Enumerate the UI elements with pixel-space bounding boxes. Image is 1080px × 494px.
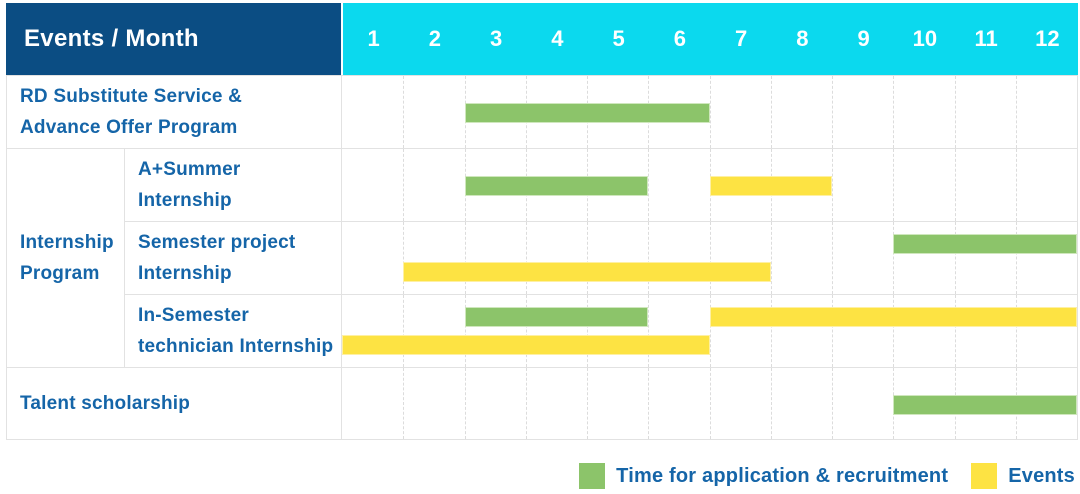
- month-gridline: [1015, 76, 1017, 148]
- label-line: A+Summer: [138, 159, 241, 180]
- row-label-0: RD Substitute Service & Advance Offer Pro…: [6, 75, 341, 148]
- month-gridline: [832, 76, 833, 148]
- month-grid-row-1: [341, 148, 1078, 221]
- label-line: Internship: [138, 190, 232, 211]
- month-gridline: [770, 368, 772, 439]
- label-line: In-Semester: [138, 305, 249, 326]
- month-header-5: 5: [612, 26, 625, 51]
- label-line: RD Substitute Service &: [20, 86, 243, 107]
- month-header-7: 7: [735, 26, 748, 51]
- yellow-bar-months-2-7: [403, 262, 771, 282]
- month-gridline: [403, 76, 405, 148]
- month-gridline: [770, 295, 772, 367]
- green-bar-months-3-5: [464, 307, 649, 327]
- month-gridline: [893, 222, 895, 294]
- month-gridline: [648, 149, 650, 221]
- month-gridline: [525, 295, 527, 367]
- month-gridline: [832, 295, 833, 367]
- green-swatch-icon: [579, 463, 606, 489]
- label-line: Semester project: [138, 232, 296, 253]
- legend-label-application-recruitment: Time for application & recruitment: [616, 464, 949, 487]
- label-line: Advance Offer Program: [20, 117, 238, 138]
- month-gridline: [587, 368, 588, 439]
- month-gridline: [954, 295, 956, 367]
- legend: Time for application & recruitment Event…: [579, 461, 1075, 491]
- yellow-bar-months-7-12: [709, 307, 1077, 327]
- month-gridline: [893, 149, 895, 221]
- month-gridline: [648, 295, 650, 367]
- yellow-bar-months-7-8: [709, 176, 832, 196]
- green-bar-months-10-12: [893, 234, 1077, 254]
- month-gridline: [770, 76, 772, 148]
- month-grid-row-4: [341, 367, 1078, 440]
- month-header-2: 2: [428, 26, 441, 51]
- month-gridline: [893, 295, 895, 367]
- label-line: Talent scholarship: [20, 393, 191, 414]
- month-gridline: [709, 222, 711, 294]
- month-header-10: 10: [912, 26, 938, 51]
- month-header-4: 4: [551, 26, 564, 51]
- month-gridline: [587, 222, 588, 294]
- month-gridline: [709, 76, 711, 148]
- month-gridline: [954, 149, 956, 221]
- month-gridline: [954, 222, 956, 294]
- row-label-4: Talent scholarship: [6, 367, 341, 440]
- month-gridline: [954, 76, 956, 148]
- month-grid-row-2: [341, 221, 1078, 294]
- month-header-8: 8: [796, 26, 809, 51]
- green-bar-months-3-5: [464, 176, 649, 196]
- label-line: Internship: [20, 232, 114, 253]
- month-gridline: [525, 222, 527, 294]
- yellow-bar-months-1-6: [342, 335, 710, 355]
- month-header-11: 11: [974, 26, 998, 51]
- month-gridline: [770, 222, 772, 294]
- month-gridline: [648, 222, 650, 294]
- month-grid-row-3: [341, 294, 1078, 367]
- month-grid-row-0: [341, 75, 1078, 148]
- month-gridline: [587, 295, 588, 367]
- month-gridline: [832, 368, 833, 439]
- month-header-12: 12: [1035, 26, 1060, 51]
- month-gridline: [464, 295, 466, 367]
- label-line: technician Internship: [138, 336, 334, 357]
- legend-item-events: Events: [971, 463, 1075, 489]
- label-line: Internship: [138, 263, 232, 284]
- row-label-1: A+Summer Internship: [124, 148, 341, 221]
- gantt-table: Events / Month 1 2 3 4 5 6 7 8 9 10 11 12 RD Substi…: [6, 3, 1078, 440]
- month-header-1: 1: [367, 26, 380, 51]
- month-gridline: [648, 368, 650, 439]
- month-gridline: [403, 295, 405, 367]
- green-bar-months-3-6: [464, 103, 710, 123]
- month-gridline: [1015, 295, 1017, 367]
- month-gridline: [893, 76, 895, 148]
- month-gridline: [464, 368, 466, 439]
- month-header-row: 1 2 3 4 5 6 7 8 9 10 11 12: [341, 3, 1078, 75]
- month-gridline: [709, 368, 711, 439]
- events-month-header-label: Events / Month: [24, 25, 199, 52]
- month-gridline: [1015, 222, 1017, 294]
- legend-item-application-recruitment: Time for application & recruitment: [579, 463, 948, 489]
- month-header-3: 3: [490, 26, 503, 51]
- row-label-2: Semester project Internship: [124, 221, 341, 294]
- month-gridline: [709, 295, 711, 367]
- month-gridline: [832, 222, 833, 294]
- month-gridline: [525, 368, 527, 439]
- row-label-internship-program-group: Internship Program: [6, 148, 124, 367]
- legend-label-events: Events: [1008, 464, 1075, 487]
- month-gridline: [464, 222, 466, 294]
- green-bar-months-10-12: [893, 395, 1077, 415]
- month-gridline: [403, 368, 405, 439]
- month-gridline: [832, 149, 833, 221]
- month-gridline: [403, 149, 405, 221]
- yellow-swatch-icon: [971, 463, 998, 489]
- month-header-9: 9: [857, 26, 870, 51]
- events-month-header-cell: Events / Month: [6, 3, 341, 75]
- label-line: Program: [20, 263, 100, 284]
- row-label-3: In-Semester technician Internship: [124, 294, 341, 367]
- month-gridline: [1015, 149, 1017, 221]
- month-gridline: [403, 222, 405, 294]
- month-header-6: 6: [673, 26, 686, 51]
